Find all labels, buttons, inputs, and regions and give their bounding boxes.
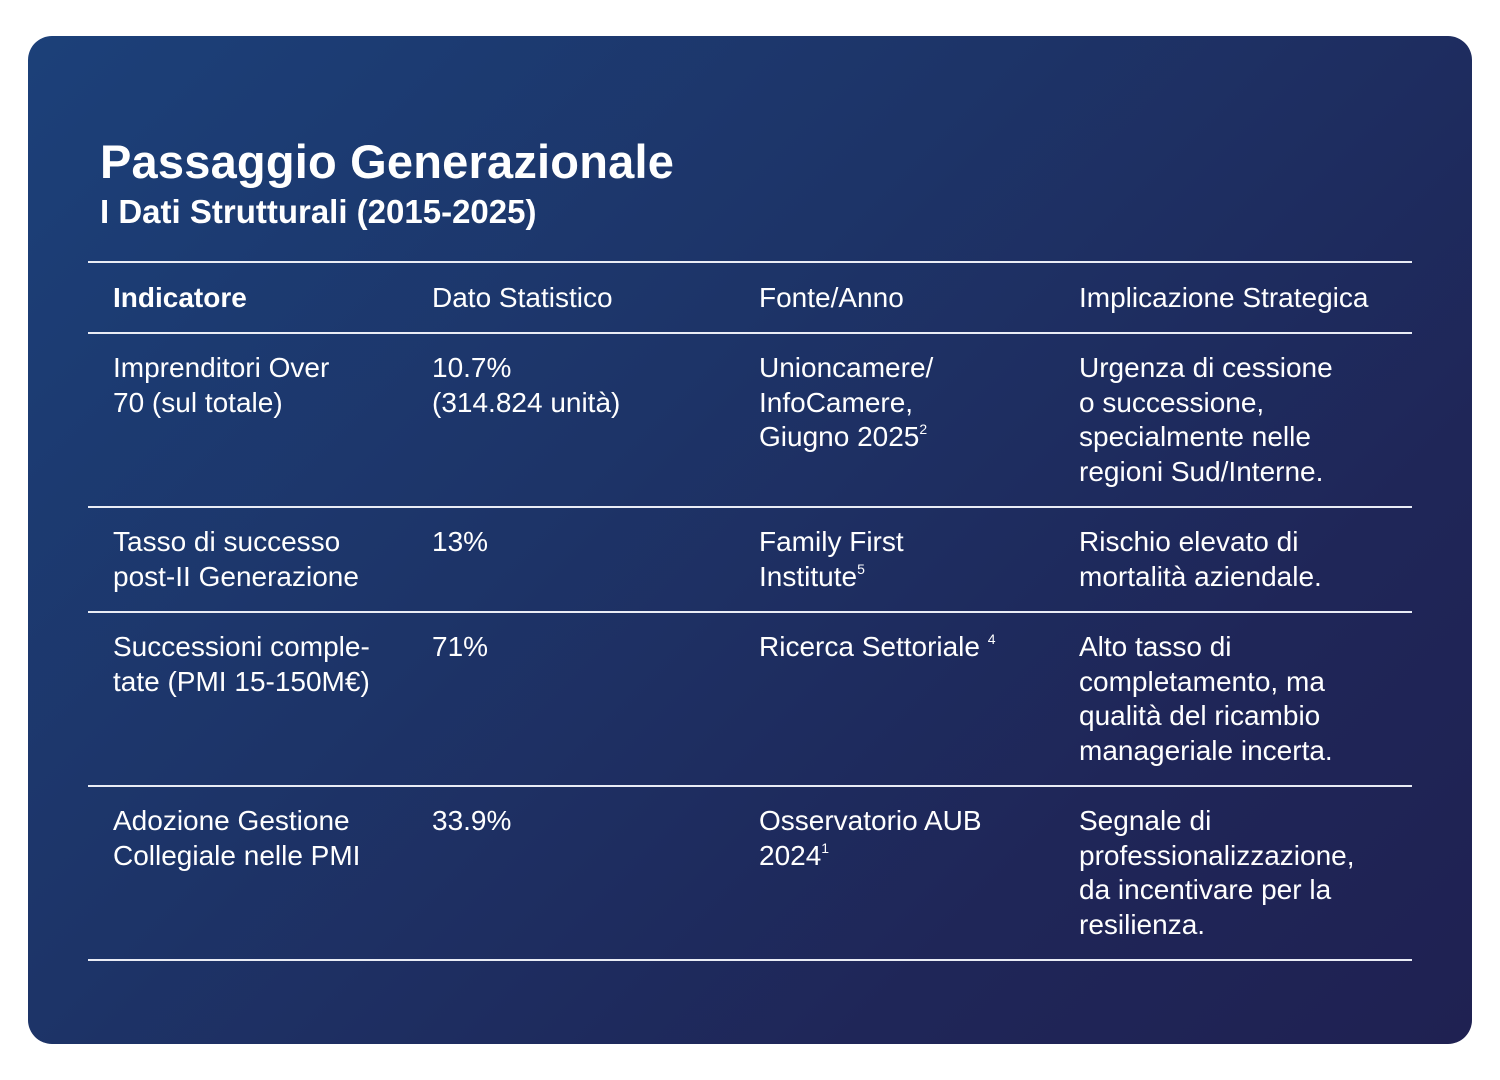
- footnote-ref: 1: [821, 839, 830, 856]
- cell-fonte: Unioncamere/ InfoCamere, Giugno 20252: [759, 351, 1059, 455]
- cell-dato: 13%: [432, 526, 489, 557]
- table-row: Successioni comple- tate (PMI 15-150M€) …: [88, 613, 1412, 785]
- cell-fonte: Osservatorio AUB 20241: [759, 804, 1059, 873]
- table-row: Imprenditori Over 70 (sul totale) 10.7% …: [88, 334, 1412, 506]
- table-row: Tasso di successo post-II Generazione 13…: [88, 508, 1412, 611]
- cell-indicatore: Imprenditori Over 70 (sul totale): [113, 352, 330, 418]
- table-divider: [88, 506, 1412, 508]
- footnote-ref: 2: [919, 421, 928, 437]
- fonte-text: Ricerca Settoriale: [759, 631, 988, 662]
- cell-dato: 33.9%: [432, 805, 512, 836]
- table-divider: [88, 261, 1412, 263]
- cell-indicatore: Adozione Gestione Collegiale nelle PMI: [113, 805, 361, 871]
- header-indicatore: Indicatore: [113, 282, 247, 313]
- cell-implicazione: Rischio elevato di mortalità aziendale.: [1079, 526, 1322, 592]
- cell-dato: 10.7% (314.824 unità): [432, 352, 621, 418]
- fonte-text: Family First Institute: [759, 526, 904, 592]
- table-divider: [88, 332, 1412, 334]
- cell-dato: 71%: [432, 631, 489, 662]
- cell-indicatore: Successioni comple- tate (PMI 15-150M€): [113, 631, 370, 697]
- table-divider: [88, 785, 1412, 787]
- table-header-row: Indicatore Dato Statistico Fonte/Anno Im…: [88, 263, 1412, 332]
- table-divider: [88, 959, 1412, 961]
- page-subtitle: I Dati Strutturali (2015-2025): [100, 193, 537, 230]
- table-divider: [88, 611, 1412, 613]
- header-fonte-anno: Fonte/Anno: [759, 282, 904, 313]
- footnote-ref: 4: [987, 631, 996, 647]
- header-dato-statistico: Dato Statistico: [432, 282, 613, 313]
- data-table: Indicatore Dato Statistico Fonte/Anno Im…: [88, 261, 1412, 961]
- cell-fonte: Ricerca Settoriale 4: [759, 630, 1059, 665]
- cell-fonte: Family First Institute5: [759, 525, 1059, 594]
- cell-indicatore: Tasso di successo post-II Generazione: [113, 526, 359, 592]
- table-row: Adozione Gestione Collegiale nelle PMI 3…: [88, 787, 1412, 959]
- footnote-ref: 5: [857, 560, 865, 577]
- header-implicazione-strategica: Implicazione Strategica: [1079, 282, 1369, 313]
- cell-implicazione: Segnale di professionalizzazione, da inc…: [1079, 805, 1355, 940]
- cell-implicazione: Urgenza di cessione o successione, speci…: [1079, 352, 1333, 487]
- page-title: Passaggio Generazionale: [100, 135, 675, 188]
- fonte-text: Unioncamere/ InfoCamere, Giugno 2025: [759, 352, 934, 452]
- info-card: Passaggio Generazionale I Dati Struttura…: [28, 36, 1472, 1044]
- fonte-text: Osservatorio AUB 2024: [759, 805, 982, 871]
- cell-implicazione: Alto tasso di completamento, ma qualità …: [1079, 631, 1333, 766]
